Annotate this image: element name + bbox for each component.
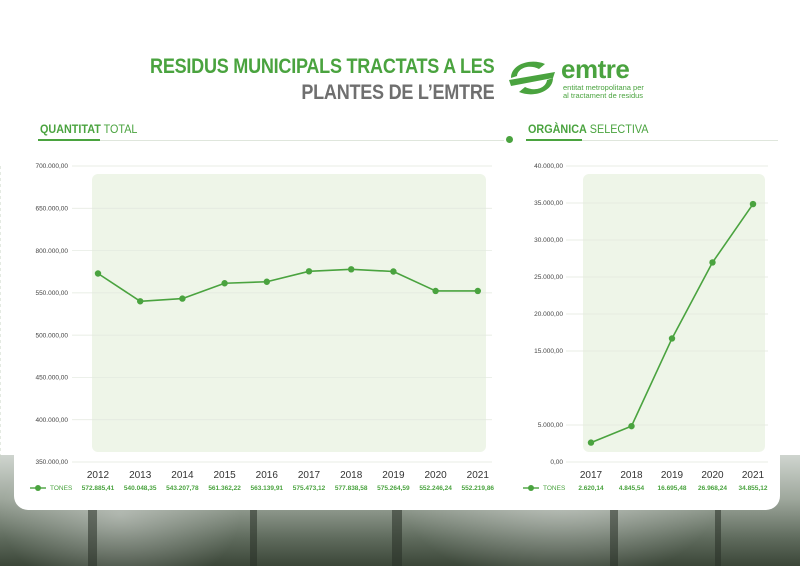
total-y-tick-label: 400.000,00 [35,417,68,424]
organica-x-tick-label: 2021 [742,470,765,481]
total-data-label: 561.362,22 [208,485,241,492]
organica-data-point [668,335,676,342]
total-x-tick-label: 2014 [171,470,194,481]
total-plot-background [92,174,486,452]
total-x-tick-label: 2016 [256,470,279,481]
organica-data-point [709,259,716,266]
organica-data-label: 2.620,14 [578,485,604,492]
header: RESIDUS MUNICIPALS TRACTATS A LES PLANTE… [0,50,800,110]
organica-data-label: 26.968,24 [698,485,727,492]
total-x-tick-label: 2012 [87,470,110,481]
total-y-tick-label: 550.000,00 [35,290,68,297]
logo-subtitle-line-2: al tractament de residus [563,91,644,100]
section-divider-right [582,140,778,141]
emtre-swoosh-logo-icon [509,61,555,95]
organica-y-tick-label: 35.000,00 [534,200,563,207]
section-label-total-rest: TOTAL [100,122,138,136]
section-label-total-bold: QUANTITAT [40,122,101,136]
total-y-tick-label: 450.000,00 [35,375,68,382]
organica-legend-label: TONES [543,485,566,492]
total-data-label: 563.139,91 [251,485,284,492]
logo-subtitle: entitat metropolitana per al tractament … [563,84,644,100]
organica-y-tick-label: 40.000,00 [534,163,563,170]
title-line-1: RESIDUS MUNICIPALS TRACTATS A LES [149,55,495,78]
total-data-point [94,270,102,277]
organica-x-tick-label: 2018 [620,470,643,481]
total-series-line [97,268,478,303]
total-y-tick-label: 650.000,00 [35,205,68,212]
logo-wordmark: emtre [561,54,630,84]
total-x-tick-label: 2017 [298,470,321,481]
total-data-label: 572.885,41 [82,485,115,492]
total-legend-label: TONES [50,485,73,492]
total-data-point [221,280,228,287]
total-legend-marker [35,485,41,491]
total-x-tick-label: 2020 [424,470,447,481]
total-data-label: 543.207,78 [166,485,199,492]
total-x-tick-label: 2013 [129,470,152,481]
organica-y-tick-label: 25.000,00 [534,274,563,281]
total-data-point [179,295,186,302]
total-x-tick-label: 2019 [382,470,405,481]
organica-data-point [749,200,757,208]
page-title: RESIDUS MUNICIPALS TRACTATS A LES PLANTE… [149,54,495,106]
organica-y-tick-label: 30.000,00 [534,237,563,244]
total-y-tick-label: 700.000,00 [35,163,68,170]
total-data-label: 577.838,58 [335,485,368,492]
total-x-tick-label: 2015 [213,470,236,481]
organica-x-tick-label: 2017 [580,470,603,481]
total-data-point [432,287,439,295]
section-divider-left [100,140,504,141]
section-label-organica-bold: ORGÀNICA [528,122,587,136]
total-data-point [390,268,397,275]
total-data-label: 552.246,24 [419,485,452,492]
organica-data-label: 4.845,54 [619,485,645,492]
section-underline-organica [526,139,582,141]
organica-y-tick-label: 0,00 [550,459,563,466]
organica-legend-marker [528,485,534,491]
total-data-label: 575.264,59 [377,485,410,492]
organica-data-label: 16.695,48 [658,485,687,492]
total-data-point [305,268,313,275]
title-line-2: PLANTES DE L’EMTRE [300,81,494,104]
total-y-tick-label: 800.000,00 [35,248,68,255]
organica-plot-background [583,174,765,452]
organica-x-tick-label: 2019 [661,470,684,481]
organica-y-tick-label: 15.000,00 [534,348,563,355]
total-data-point [474,287,481,295]
organica-y-tick-label: 5.000,00 [538,422,564,429]
total-data-point [263,278,270,285]
section-underline-total [38,139,100,141]
organica-data-point [587,439,595,446]
total-data-point [348,266,355,273]
organica-x-tick-label: 2020 [701,470,724,481]
section-label-total: QUANTITAT TOTAL [40,122,137,136]
total-data-label: 575.473,12 [293,485,326,492]
total-x-tick-label: 2018 [340,470,363,481]
section-divider-dot [506,136,513,143]
organica-y-tick-label: 20.000,00 [534,311,563,318]
organica-data-label: 34.855,12 [739,485,768,492]
total-data-label: 552.219,86 [462,485,495,492]
total-x-tick-label: 2021 [467,470,490,481]
total-data-point [137,298,144,305]
emtre-logo: emtre entitat metropolitana per al tract… [505,54,655,102]
section-label-organica-rest: SELECTIVA [586,122,649,136]
logo-subtitle-line-1: entitat metropolitana per [563,83,644,92]
total-y-tick-label: 500.000,00 [35,332,68,339]
organica-data-point [628,422,635,430]
section-label-organica: ORGÀNICA SELECTIVA [528,122,648,136]
total-data-label: 540.048,35 [124,485,157,492]
total-y-tick-label: 350.000,00 [35,459,68,466]
